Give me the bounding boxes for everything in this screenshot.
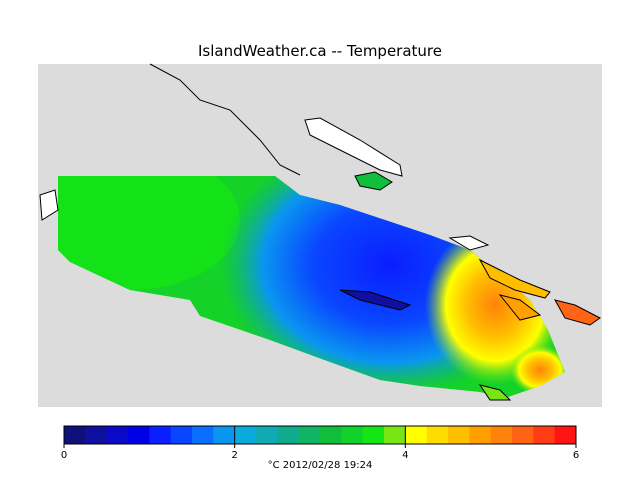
colorbar-tick-label: 4 bbox=[402, 450, 408, 461]
colorbar-segment bbox=[405, 426, 428, 444]
colorbar-segment bbox=[512, 426, 534, 444]
colorbar-segment bbox=[234, 426, 257, 444]
colorbar-segment bbox=[469, 426, 492, 444]
colorbar-segment bbox=[85, 426, 108, 444]
colorbar: 0 2 4 6 bbox=[61, 425, 579, 461]
colorbar-segment bbox=[384, 426, 406, 444]
colorbar-tick-label: 6 bbox=[573, 450, 579, 461]
colorbar-segment bbox=[426, 426, 449, 444]
colorbar-segment bbox=[106, 426, 129, 444]
colorbar-segment bbox=[192, 426, 214, 444]
colorbar-segment bbox=[320, 426, 342, 444]
colorbar-label: °C 2012/02/28 19:24 bbox=[268, 460, 373, 471]
colorbar-tick-label: 0 bbox=[61, 450, 67, 461]
colorbar-segment bbox=[149, 426, 172, 444]
colorbar-segment bbox=[490, 426, 513, 444]
colorbar-segment bbox=[128, 426, 150, 444]
colorbar-segment bbox=[533, 426, 556, 444]
colorbar-tick-label: 2 bbox=[231, 450, 237, 461]
land-outline bbox=[39, 117, 601, 401]
colorbar-segment bbox=[213, 426, 236, 444]
coastline bbox=[149, 63, 301, 176]
colorbar-segment bbox=[341, 426, 364, 444]
colorbar-segment bbox=[277, 426, 300, 444]
colorbar-segment bbox=[362, 426, 385, 444]
colorbar-segment bbox=[256, 426, 278, 444]
colorbar-segment bbox=[170, 426, 193, 444]
colorbar-segment bbox=[64, 426, 86, 444]
colorbar-segment bbox=[554, 426, 577, 444]
map-title: IslandWeather.ca -- Temperature bbox=[198, 42, 442, 60]
colorbar-segment bbox=[298, 426, 321, 444]
colorbar-segment bbox=[448, 426, 470, 444]
